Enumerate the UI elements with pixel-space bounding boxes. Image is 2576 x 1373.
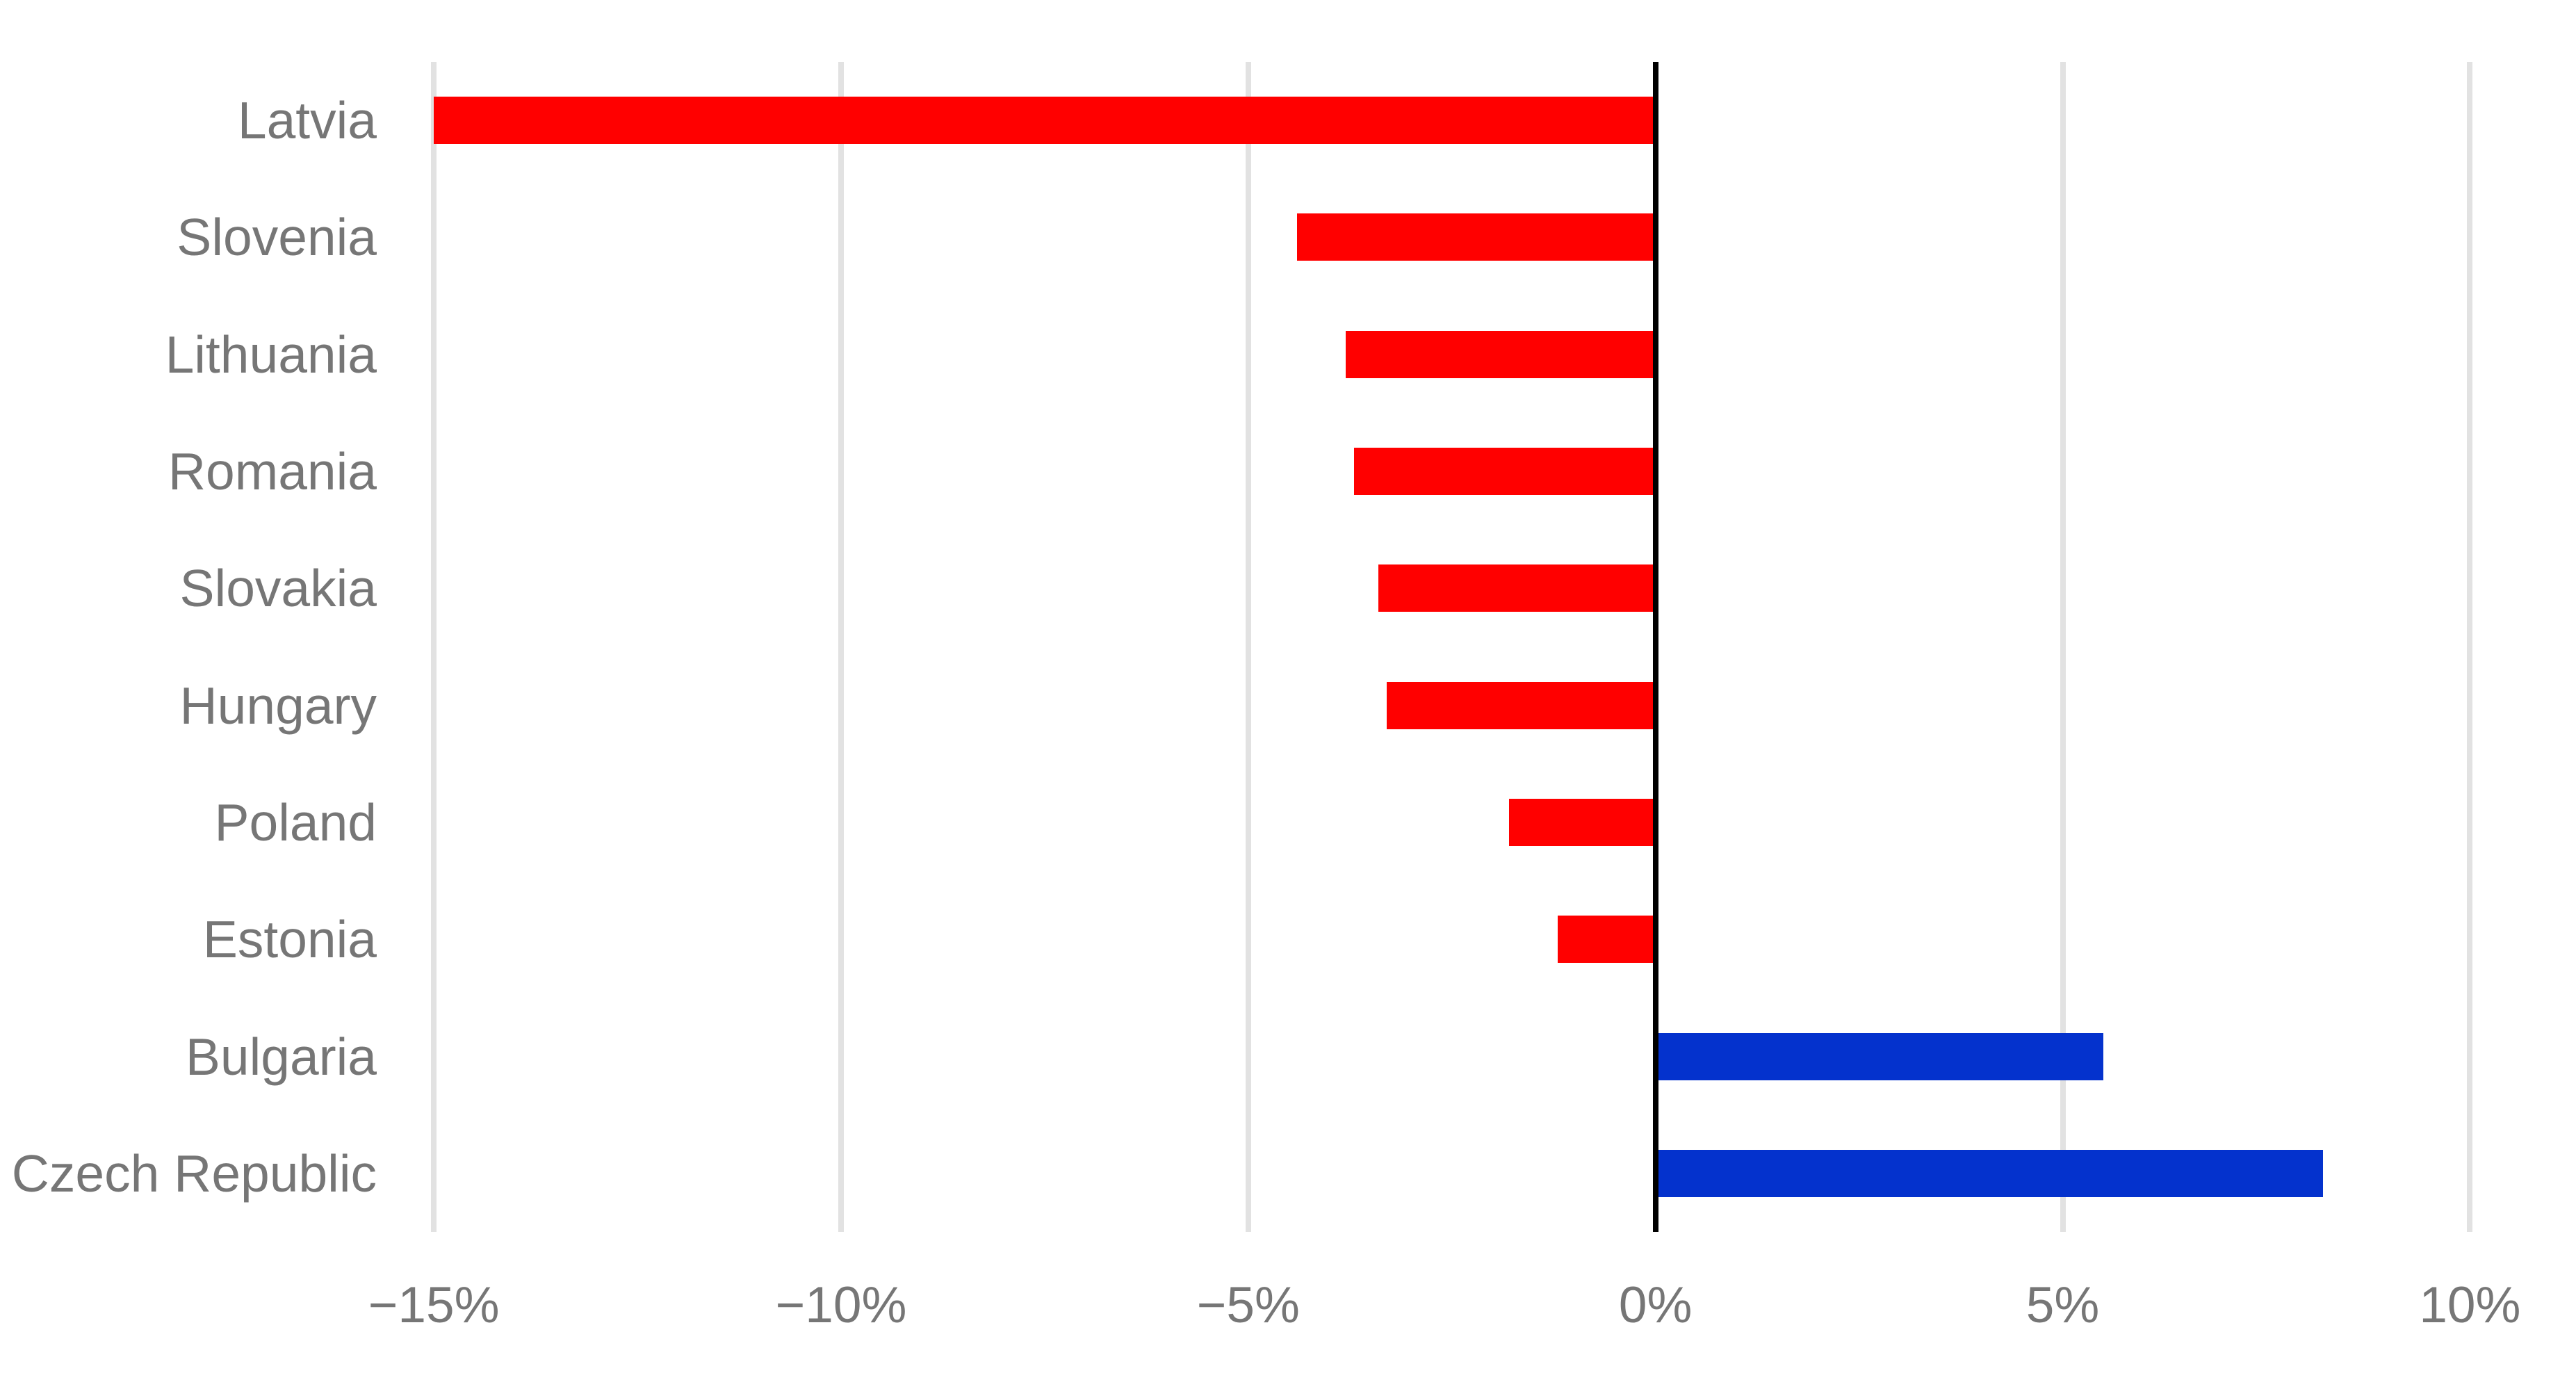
- category-label-slovakia: Slovakia: [179, 559, 377, 618]
- tick-label-5pct: 5%: [2025, 1277, 2100, 1333]
- bar-czech-republic: [1655, 1149, 2324, 1197]
- bar-slovakia: [1378, 564, 1656, 612]
- category-label-lithuania: Lithuania: [165, 325, 377, 384]
- gridline--10pct: [838, 62, 844, 1232]
- tick-label--10pct: −10%: [775, 1277, 907, 1333]
- bar-bulgaria: [1655, 1032, 2104, 1080]
- gridline--5pct: [1245, 62, 1251, 1232]
- bar-hungary: [1387, 681, 1656, 729]
- bar-estonia: [1558, 916, 1656, 964]
- bar-romania: [1354, 448, 1656, 496]
- category-label-estonia: Estonia: [202, 910, 377, 969]
- zero-axis-line: [1652, 62, 1658, 1232]
- category-label-hungary: Hungary: [179, 676, 377, 735]
- category-label-romania: Romania: [168, 442, 377, 501]
- category-label-latvia: Latvia: [237, 91, 377, 150]
- category-label-czech-republic: Czech Republic: [11, 1144, 377, 1203]
- tick-label-0pct: 0%: [1618, 1277, 1693, 1333]
- category-label-bulgaria: Bulgaria: [185, 1027, 377, 1086]
- bar-lithuania: [1346, 330, 1656, 378]
- bar-latvia: [434, 97, 1656, 145]
- gridline--15pct: [431, 62, 437, 1232]
- gridline-5pct: [2060, 62, 2066, 1232]
- gridline-10pct: [2467, 62, 2473, 1232]
- bar-slovenia: [1297, 213, 1656, 261]
- tick-label--5pct: −5%: [1196, 1277, 1300, 1333]
- category-label-poland: Poland: [214, 793, 377, 852]
- tick-label-10pct: 10%: [2419, 1277, 2521, 1333]
- category-label-slovenia: Slovenia: [177, 208, 377, 267]
- tick-label--15pct: −15%: [368, 1277, 500, 1333]
- bar-poland: [1508, 798, 1656, 846]
